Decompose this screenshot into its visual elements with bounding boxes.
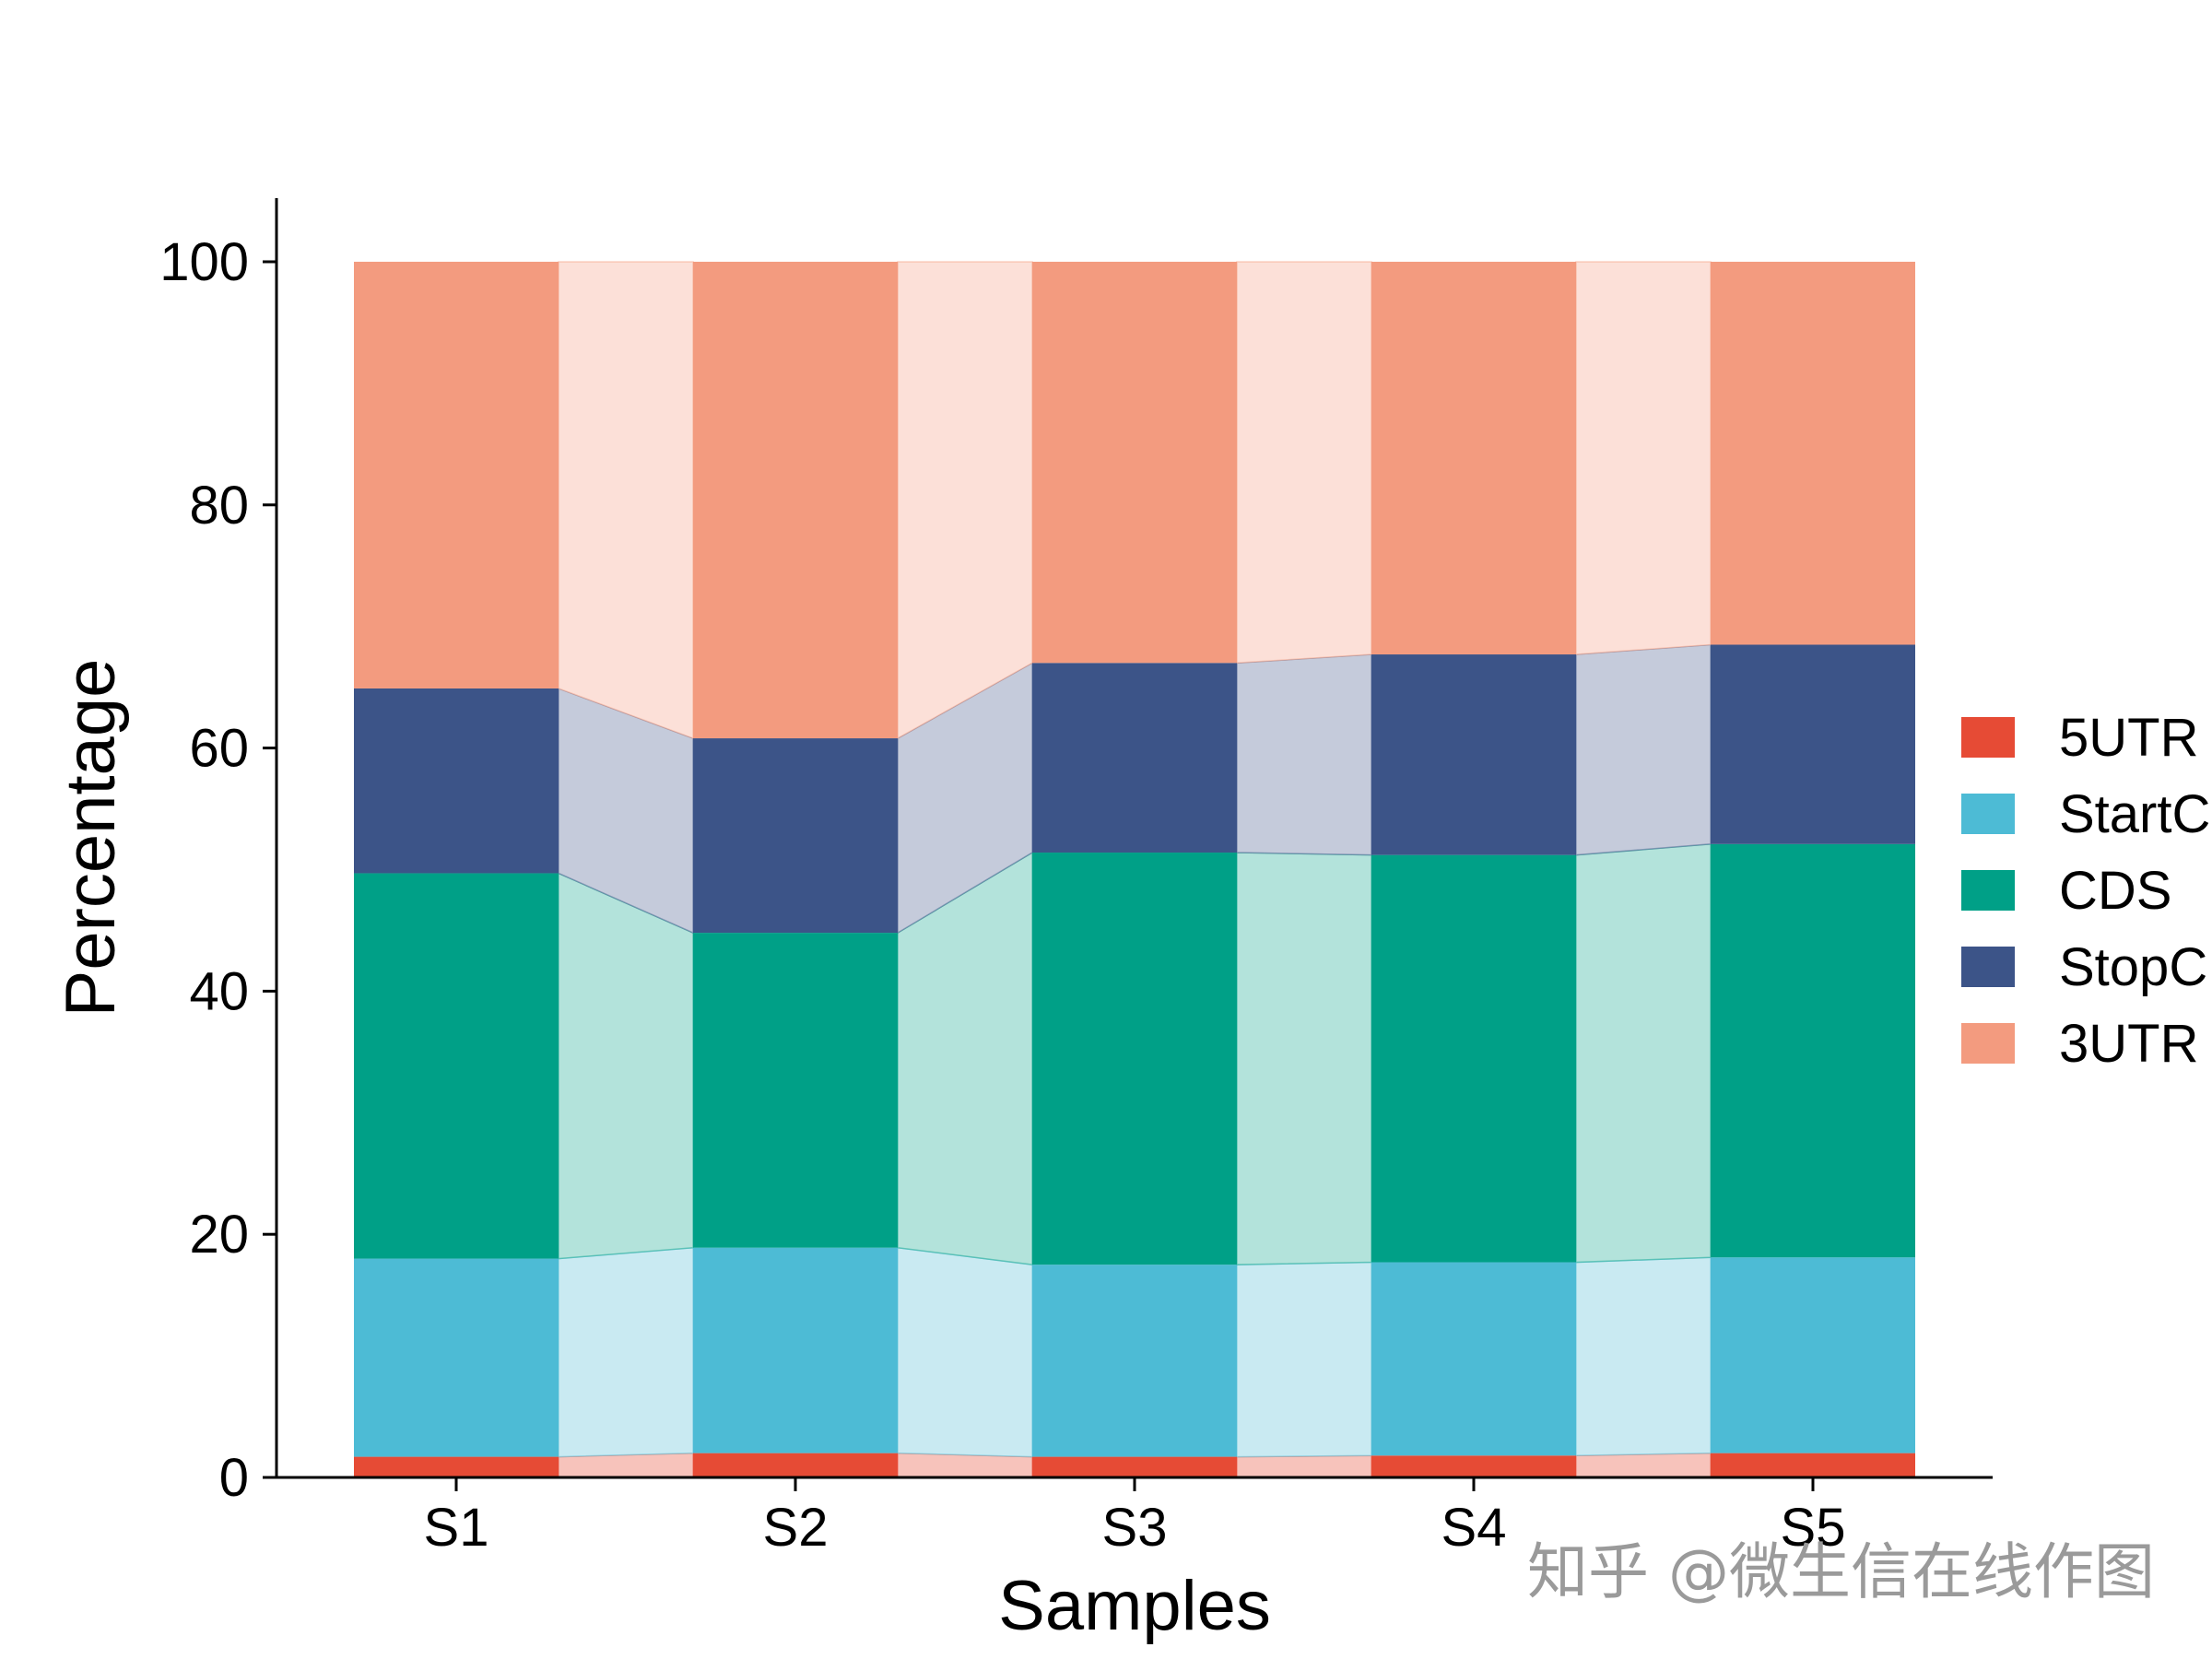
legend-label-startc: StartC	[2059, 784, 2210, 844]
bar-s4-startc	[1371, 1262, 1576, 1456]
bar-s3-5utr	[1032, 1456, 1237, 1477]
connector-cds-1	[558, 872, 694, 1260]
legend-item-startc: StartC	[1961, 784, 2210, 844]
x-tick-label-s3: S3	[1102, 1498, 1168, 1558]
bar-s4-stopc	[1371, 654, 1576, 855]
connector-3utr-2	[897, 261, 1033, 740]
x-tick-label-s5: S5	[1781, 1498, 1846, 1558]
bar-s1-stopc	[354, 688, 559, 874]
y-axis-title: Percentage	[52, 659, 130, 1018]
y-tick-label-20: 20	[189, 1205, 249, 1265]
legend-label-5utr: 5UTR	[2059, 708, 2198, 768]
y-tick-label-80: 80	[189, 476, 249, 535]
bar-s3-cds	[1032, 853, 1237, 1265]
legend-label-cds: CDS	[2059, 861, 2171, 921]
connector-stopc-4	[1575, 643, 1712, 856]
legend-item-5utr: 5UTR	[1961, 708, 2198, 768]
bar-s1-cds	[354, 873, 559, 1259]
bar-s3-startc	[1032, 1265, 1237, 1457]
bar-s2-5utr	[693, 1453, 898, 1477]
connector-3utr-1	[558, 261, 694, 740]
connector-cds-4	[1575, 842, 1712, 1264]
x-axis-title: Samples	[998, 1567, 1271, 1645]
legend-swatch-cds	[1961, 870, 2015, 911]
bar-s5-stopc	[1711, 644, 1915, 844]
bar-s3-stopc	[1032, 663, 1237, 853]
legend-swatch-5utr	[1961, 717, 2015, 758]
bar-s4-cds	[1371, 854, 1576, 1263]
bar-layer	[354, 262, 1915, 1477]
bar-s4-3utr	[1371, 262, 1576, 655]
y-tick-label-100: 100	[159, 232, 249, 292]
legend-item-stopc: StopC	[1961, 937, 2207, 997]
bar-s2-startc	[693, 1247, 898, 1453]
y-tick-label-0: 0	[219, 1448, 249, 1508]
connector-5utr-4	[1575, 1452, 1712, 1478]
legend-label-3utr: 3UTR	[2059, 1014, 2198, 1074]
connector-startc-3	[1236, 1261, 1372, 1458]
connector-layer	[558, 261, 1712, 1478]
x-tick-label-s4: S4	[1441, 1498, 1507, 1558]
connector-3utr-3	[1236, 261, 1372, 665]
bar-s2-3utr	[693, 262, 898, 739]
y-tick-label-60: 60	[189, 719, 249, 779]
legend: 5UTR StartC CDS StopC 3UTR	[1961, 708, 2210, 1074]
bar-s5-startc	[1711, 1257, 1915, 1453]
bar-s5-cds	[1711, 843, 1915, 1258]
legend-swatch-startc	[1961, 794, 2015, 834]
legend-label-stopc: StopC	[2059, 937, 2207, 997]
connector-startc-4	[1575, 1256, 1712, 1457]
bar-s5-5utr	[1711, 1453, 1915, 1477]
watermark-text: 知乎 @微生信在线作图	[1527, 1536, 2155, 1607]
legend-item-3utr: 3UTR	[1961, 1014, 2198, 1074]
y-tick-layer: 0 20 40 60 80 100	[159, 232, 276, 1508]
legend-item-cds: CDS	[1961, 861, 2171, 921]
bar-s1-3utr	[354, 262, 559, 688]
bar-s2-cds	[693, 933, 898, 1248]
bar-s3-3utr	[1032, 262, 1237, 664]
bar-s1-5utr	[354, 1456, 559, 1477]
x-tick-label-s1: S1	[424, 1498, 489, 1558]
connector-stopc-3	[1236, 653, 1372, 856]
bar-s1-startc	[354, 1258, 559, 1457]
connector-5utr-3	[1236, 1454, 1372, 1478]
connector-startc-2	[897, 1246, 1033, 1458]
bar-s4-5utr	[1371, 1455, 1576, 1477]
connector-startc-1	[558, 1246, 694, 1458]
bar-s2-stopc	[693, 738, 898, 934]
legend-swatch-stopc	[1961, 947, 2015, 987]
x-tick-layer: S1 S2 S3 S4 S5	[424, 1477, 1846, 1558]
legend-swatch-3utr	[1961, 1023, 2015, 1064]
y-tick-label-40: 40	[189, 961, 249, 1021]
x-tick-label-s2: S2	[763, 1498, 829, 1558]
bar-s5-3utr	[1711, 262, 1915, 645]
connector-3utr-4	[1575, 261, 1712, 655]
connector-cds-3	[1236, 852, 1372, 1265]
